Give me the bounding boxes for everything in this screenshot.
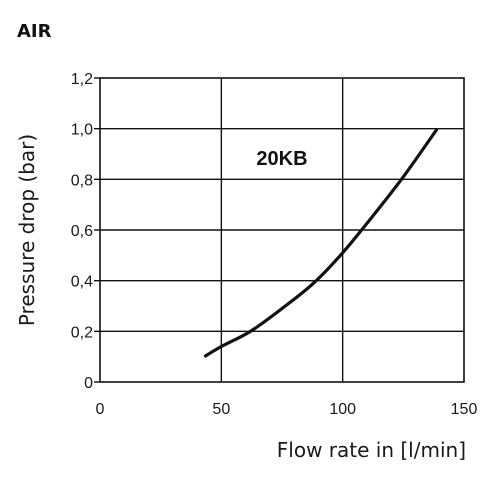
y-tick-label: 0,2 — [71, 324, 93, 341]
x-tick-label: 150 — [451, 401, 478, 418]
series-label-20kb: 20KB — [256, 148, 307, 170]
x-tick-label: 100 — [329, 401, 356, 418]
y-tick-label: 0 — [84, 375, 93, 392]
chart-title: AIR — [17, 21, 52, 42]
grid — [100, 78, 464, 382]
y-axis-title: Pressure drop (bar) — [15, 134, 39, 326]
x-tick-label: 50 — [212, 401, 230, 418]
x-axis: 0 50 100 150 — [96, 401, 478, 418]
x-tick-label: 0 — [96, 401, 105, 418]
series-line-20kb — [203, 127, 439, 359]
series-layer: 20KB — [203, 127, 439, 359]
y-tick-label: 1,2 — [71, 71, 93, 88]
y-tick-label: 0,6 — [71, 223, 93, 240]
y-axis: 0 0,2 0,4 0,6 0,8 1,0 1,2 — [71, 71, 100, 392]
x-axis-title: Flow rate in [l/min] — [277, 438, 466, 462]
y-tick-label: 1,0 — [71, 122, 93, 139]
y-tick-label: 0,8 — [71, 172, 93, 189]
y-tick-label: 0,4 — [71, 274, 93, 291]
